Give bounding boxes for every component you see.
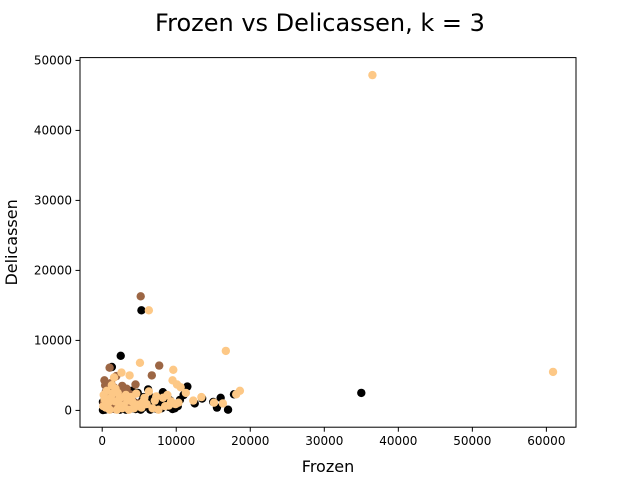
data-point-cluster-2 — [163, 390, 172, 400]
x-tick-label: 10000 — [157, 434, 195, 448]
data-point-cluster-2 — [99, 402, 108, 411]
data-point-cluster-2 — [548, 367, 558, 377]
data-point-cluster-2 — [197, 392, 206, 402]
data-point-cluster-2 — [117, 368, 126, 377]
data-point-cluster-2 — [124, 405, 134, 414]
x-tick-label: 30000 — [305, 434, 343, 448]
x-tick-label: 60000 — [527, 434, 565, 448]
data-point-cluster-2 — [105, 405, 114, 414]
data-point-cluster-2 — [171, 399, 180, 409]
x-axis-label: Frozen — [302, 457, 354, 476]
data-point-cluster-2 — [169, 365, 178, 374]
data-point-cluster-2 — [121, 390, 131, 400]
data-point-cluster-2 — [138, 397, 148, 407]
data-point-cluster-2 — [232, 390, 241, 399]
x-tick-label: 0 — [98, 434, 106, 448]
data-point-cluster-1 — [131, 380, 140, 389]
data-point-cluster-2 — [181, 388, 191, 398]
data-point-cluster-1 — [136, 292, 145, 301]
data-point-cluster-2 — [160, 402, 170, 411]
data-point-cluster-2 — [115, 400, 124, 409]
data-point-cluster-0 — [116, 351, 125, 360]
data-point-cluster-0 — [223, 405, 233, 414]
data-point-cluster-2 — [144, 387, 154, 396]
data-point-cluster-2 — [176, 383, 185, 392]
data-point-cluster-2 — [135, 358, 145, 367]
data-point-cluster-2 — [144, 306, 154, 315]
data-point-cluster-2 — [154, 405, 163, 414]
data-point-cluster-2 — [107, 381, 117, 390]
y-tick-label: 20000 — [34, 264, 72, 278]
data-point-cluster-0 — [183, 382, 192, 391]
y-tick-label: 0 — [64, 404, 72, 418]
data-point-cluster-2 — [189, 396, 198, 405]
y-tick-label: 30000 — [34, 194, 72, 208]
data-point-cluster-2 — [128, 397, 137, 407]
data-point-cluster-1 — [105, 363, 114, 372]
chart-title: Frozen vs Delicassen, k = 3 — [155, 9, 485, 37]
y-axis: 0 10000 20000 30000 40000 50000 — [34, 54, 80, 418]
y-axis-label: Delicassen — [2, 199, 21, 285]
x-tick-label: 20000 — [231, 434, 269, 448]
data-point-cluster-2 — [218, 399, 228, 408]
data-point-cluster-1 — [147, 371, 157, 380]
data-point-cluster-2 — [109, 373, 119, 382]
data-point-cluster-0 — [137, 306, 146, 315]
data-point-cluster-2 — [221, 346, 231, 356]
data-point-cluster-2 — [368, 70, 377, 80]
y-tick-label: 40000 — [34, 124, 72, 138]
data-point-cluster-1 — [155, 361, 164, 370]
data-point-cluster-2 — [132, 389, 141, 398]
y-tick-label: 10000 — [34, 334, 72, 348]
data-point-cluster-2 — [99, 390, 108, 400]
x-axis: 0 10000 20000 30000 40000 50000 60000 — [98, 427, 565, 448]
data-point-cluster-0 — [357, 388, 366, 398]
data-point-cluster-2 — [152, 392, 161, 401]
data-point-cluster-2 — [125, 371, 134, 380]
x-tick-label: 50000 — [453, 434, 491, 448]
plot-frame — [79, 57, 577, 428]
y-tick-label: 50000 — [34, 54, 72, 68]
data-point-cluster-2 — [209, 398, 219, 407]
points-layer — [98, 70, 558, 415]
x-tick-label: 40000 — [379, 434, 417, 448]
